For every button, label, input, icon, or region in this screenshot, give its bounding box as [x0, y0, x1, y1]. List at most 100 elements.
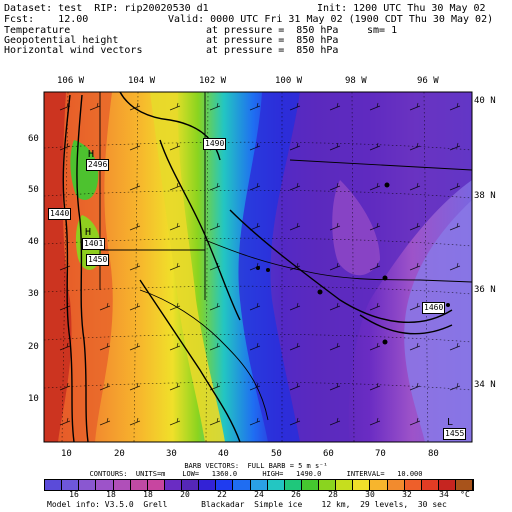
colorbar-swatch: [438, 480, 456, 490]
colorbar-swatch: [62, 480, 80, 490]
field-level-1: at pressure = 850 hPa: [206, 35, 339, 46]
colorbar-swatch: [353, 480, 371, 490]
field-level-2: at pressure = 850 hPa: [206, 45, 339, 56]
colorbar-swatch: [456, 480, 474, 490]
colorbar-label: 18: [143, 490, 153, 499]
lavender-band: [404, 200, 472, 442]
lon-label: 100 W: [275, 76, 303, 86]
temperature-field: [44, 92, 472, 442]
x-tick: 70: [375, 449, 386, 459]
field-level-0: at pressure = 850 hPa: [206, 25, 339, 36]
y-tick: 60: [28, 134, 39, 144]
x-tick: 10: [61, 449, 72, 459]
colorbar-label: 34: [439, 490, 449, 499]
x-tick: 30: [166, 449, 177, 459]
height-contours: [62, 91, 453, 443]
purple-band: [270, 92, 472, 442]
colorbar-labels: 16 18 18 20 22 24 26 28 30 32 34 °C: [44, 490, 472, 500]
colorbar-swatch: [336, 480, 354, 490]
colorbar-swatch: [182, 480, 200, 490]
colorbar-swatch: [421, 480, 439, 490]
field-name-1: Geopotential height: [4, 35, 119, 46]
low-center-symbol: L: [447, 417, 454, 428]
fcst-line: Fcst: 12.00: [4, 14, 89, 25]
y-tick: 10: [28, 394, 39, 404]
contour-label: 1450: [86, 254, 110, 266]
lon-label: 106 W: [57, 76, 85, 86]
colorbar-swatch: [130, 480, 148, 490]
contour-label: 1490: [203, 138, 227, 150]
dataset-line: Dataset: test RIP: rip20020530 d1: [4, 3, 209, 14]
lat-label: 38 N: [474, 191, 496, 201]
colorbar-swatch: [404, 480, 422, 490]
warm-band: [44, 92, 113, 442]
colorbar-swatch: [233, 480, 251, 490]
colorbar-swatch: [113, 480, 131, 490]
colorbar-label: 18: [106, 490, 116, 499]
contour-info: CONTOURS: UNITS=m LOW= 1360.0 HIGH= 1490…: [89, 470, 423, 478]
colorbar-swatch: [301, 480, 319, 490]
colorbar-swatch: [45, 480, 63, 490]
x-tick: 60: [323, 449, 334, 459]
y-tick: 50: [28, 185, 39, 195]
low-center-value: 1455: [443, 428, 467, 440]
x-tick: 50: [271, 449, 282, 459]
magenta-pocket: [332, 180, 380, 276]
colorbar-label: 28: [328, 490, 338, 499]
lon-label: 96 W: [417, 76, 439, 86]
x-tick: 80: [428, 449, 439, 459]
colorbar-swatch: [96, 480, 114, 490]
state-boundaries: [99, 92, 473, 421]
field-name-0: Temperature: [4, 25, 71, 36]
hot-band: [44, 92, 72, 442]
colorbar-swatch: [79, 480, 97, 490]
contour-label: 1440: [48, 208, 72, 220]
model-info: Model info: V3.5.0 Grell Blackadar Simpl…: [47, 500, 447, 509]
lon-label: 104 W: [128, 76, 156, 86]
colorbar-swatch: [216, 480, 234, 490]
high-center-symbol: H: [85, 227, 92, 238]
colorbar-swatch: [319, 480, 337, 490]
colorbar-label: 16: [69, 490, 79, 499]
colorbar-swatch: [147, 480, 165, 490]
high-center-value: 2496: [86, 159, 110, 171]
colorbar-swatch: [284, 480, 302, 490]
x-tick: 20: [114, 449, 125, 459]
field-extra-0: sm= 1: [367, 25, 398, 36]
high-center-symbol: H: [88, 149, 95, 160]
valid-line: Valid: 0000 UTC Fri 31 May 02 (1900 CDT …: [168, 14, 494, 25]
colorbar-label: 26: [291, 490, 301, 499]
colorbar-swatch: [370, 480, 388, 490]
colorbar-label: 32: [402, 490, 412, 499]
lat-label: 34 N: [474, 380, 496, 390]
lon-label: 102 W: [199, 76, 227, 86]
lat-label: 40 N: [474, 96, 496, 106]
colorbar-label: 30: [365, 490, 375, 499]
colorbar-swatch: [164, 480, 182, 490]
barb-info: BARB VECTORS: FULL BARB = 5 m s⁻¹: [184, 462, 328, 470]
graticule: [43, 91, 473, 443]
blue-band: [238, 92, 300, 442]
y-tick: 40: [28, 237, 39, 247]
colorbar-swatch: [199, 480, 217, 490]
city-dots: [256, 182, 450, 345]
colorbar-label: 20: [180, 490, 190, 499]
y-tick: 30: [28, 289, 39, 299]
colorbar-swatch: [387, 480, 405, 490]
colorbar: [44, 479, 474, 491]
y-tick: 20: [28, 342, 39, 352]
init-line: Init: 1200 UTC Thu 30 May 02: [317, 3, 486, 14]
contour-label: 1460: [422, 302, 446, 314]
colorbar-swatch: [250, 480, 268, 490]
map-frame: [43, 91, 473, 443]
wind-barbs: [59, 102, 461, 426]
field-name-2: Horizontal wind vectors: [4, 45, 143, 56]
x-tick: 40: [218, 449, 229, 459]
high-center-value: 1401: [82, 238, 106, 250]
lat-label: 36 N: [474, 285, 496, 295]
colorbar-swatch: [267, 480, 285, 490]
lon-label: 98 W: [345, 76, 367, 86]
colorbar-unit: °C: [460, 490, 470, 499]
colorbar-label: 24: [254, 490, 264, 499]
colorbar-label: 22: [217, 490, 227, 499]
